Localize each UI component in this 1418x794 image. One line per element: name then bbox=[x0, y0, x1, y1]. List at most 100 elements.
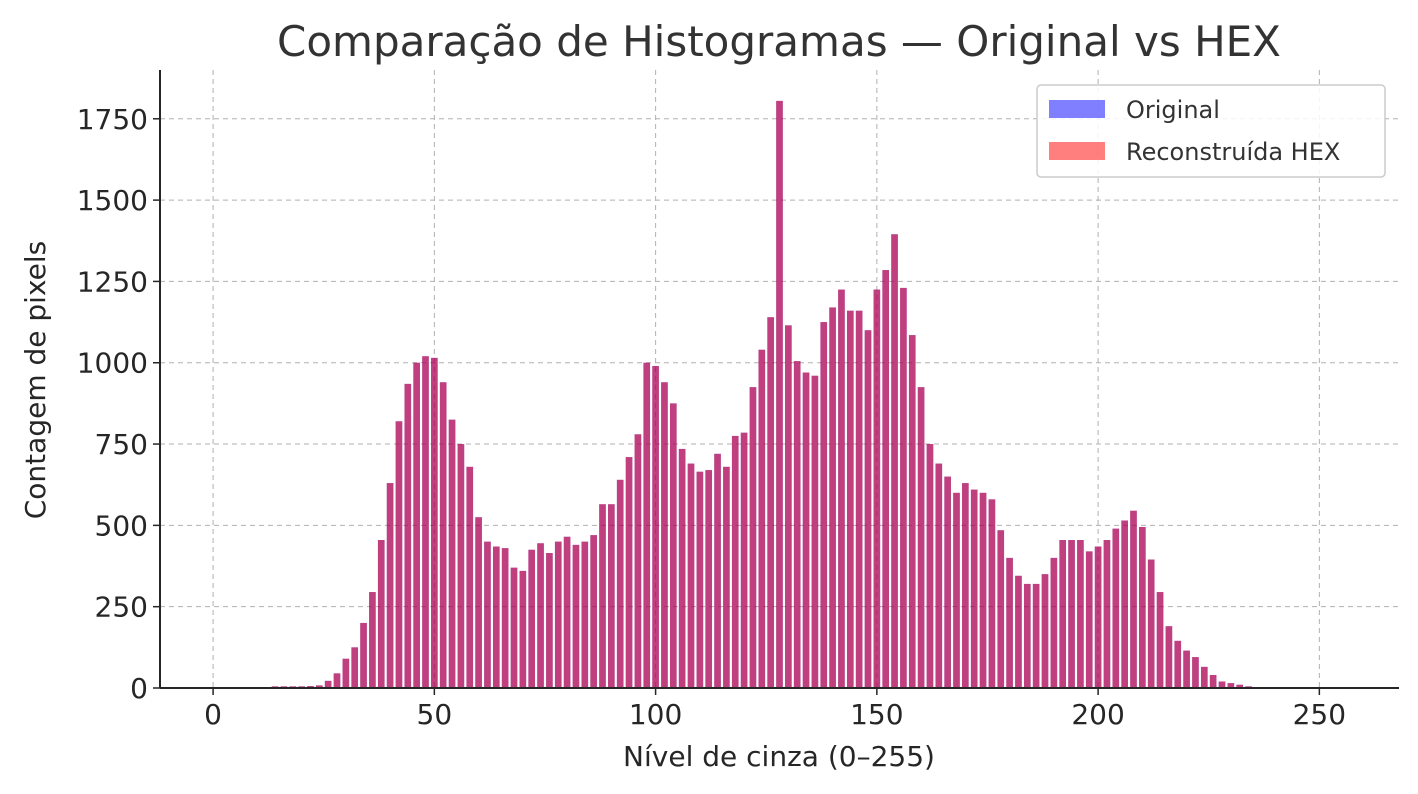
x-tick-label: 0 bbox=[204, 698, 222, 731]
histogram-bar bbox=[448, 419, 456, 688]
histogram-bar bbox=[1041, 574, 1049, 688]
histogram-bar bbox=[475, 517, 482, 688]
tick-labels: 0 50 100 150 200 250 0 250 500 750 1000 1250 1500 175… bbox=[77, 103, 1346, 731]
histogram-bar bbox=[962, 483, 969, 688]
histogram-bar bbox=[705, 470, 713, 688]
y-tick-label: 0 bbox=[130, 672, 148, 705]
histogram-bar bbox=[944, 476, 951, 688]
histogram-bar bbox=[661, 382, 668, 688]
histogram-bar bbox=[634, 434, 642, 688]
histogram-bar bbox=[1227, 683, 1235, 688]
y-tick-label: 750 bbox=[95, 428, 148, 461]
histogram-bar bbox=[908, 335, 916, 688]
histogram-bar bbox=[1130, 510, 1137, 688]
histogram-bar bbox=[1015, 575, 1022, 688]
histogram-bar bbox=[776, 100, 783, 688]
histogram-bar bbox=[360, 622, 367, 688]
histogram-bar bbox=[1077, 540, 1084, 688]
x-tick-label: 100 bbox=[629, 698, 682, 731]
histogram-bar bbox=[599, 504, 606, 688]
legend-label: Original bbox=[1126, 96, 1220, 124]
histogram-bar bbox=[758, 349, 766, 688]
histogram-bar bbox=[917, 387, 925, 688]
legend-swatch bbox=[1049, 100, 1105, 118]
histogram-bar bbox=[882, 270, 890, 688]
histogram-bar bbox=[324, 680, 332, 688]
histogram-bar bbox=[1139, 526, 1146, 688]
histogram-bar bbox=[900, 287, 907, 688]
y-tick-label: 1250 bbox=[77, 265, 148, 298]
histogram-bar bbox=[669, 403, 677, 688]
histogram-bar bbox=[546, 553, 553, 688]
histogram-bar bbox=[1183, 650, 1190, 688]
histogram-bar bbox=[315, 685, 323, 688]
histogram-bar bbox=[377, 540, 385, 688]
histogram-bar bbox=[855, 310, 863, 688]
x-tick-label: 200 bbox=[1071, 698, 1124, 731]
histogram-bar bbox=[1059, 540, 1067, 688]
legend-label: Reconstruída HEX bbox=[1126, 138, 1340, 166]
histogram-bar bbox=[422, 356, 429, 688]
histogram-bar bbox=[1094, 546, 1102, 688]
histogram-bar bbox=[554, 541, 562, 688]
x-tick-label: 50 bbox=[417, 698, 453, 731]
chart-title: Comparação de Histogramas — Original vs … bbox=[277, 17, 1281, 66]
histogram-bar bbox=[519, 570, 527, 688]
histogram-bar bbox=[785, 325, 792, 688]
histogram-bar bbox=[1165, 626, 1173, 688]
y-axis-label: Contagem de pixels bbox=[19, 241, 52, 520]
histogram-bar bbox=[351, 647, 359, 688]
histogram-bar bbox=[484, 541, 491, 688]
histogram-bar bbox=[970, 489, 978, 688]
x-tick-label: 150 bbox=[850, 698, 903, 731]
histogram-bar bbox=[1218, 681, 1226, 688]
legend-swatch bbox=[1049, 142, 1105, 160]
histogram-bar bbox=[838, 289, 845, 688]
histogram-bar bbox=[714, 453, 721, 688]
histogram-bar bbox=[563, 536, 571, 688]
histogram-bar bbox=[873, 289, 881, 688]
histogram-bar bbox=[616, 479, 624, 688]
histogram-bar bbox=[687, 463, 695, 688]
histogram-bar bbox=[466, 466, 474, 688]
histogram-bar bbox=[342, 658, 350, 688]
histogram-bar bbox=[581, 541, 589, 688]
histogram-bar bbox=[829, 307, 836, 688]
histogram-bar bbox=[1174, 640, 1182, 688]
y-tick-label: 1750 bbox=[77, 103, 148, 136]
histogram-bar bbox=[369, 592, 376, 688]
histogram-bar bbox=[528, 549, 536, 688]
histogram-bar bbox=[608, 504, 615, 688]
histogram-bar bbox=[723, 466, 730, 688]
histogram-bar bbox=[537, 543, 544, 688]
histogram-bar bbox=[439, 382, 447, 688]
histogram-bar bbox=[1006, 557, 1013, 688]
histogram-bar bbox=[395, 421, 403, 688]
histogram-bar bbox=[953, 492, 960, 688]
axes bbox=[153, 70, 1399, 695]
x-axis-label: Nível de cinza (0–255) bbox=[623, 740, 935, 773]
histogram-bar bbox=[643, 362, 651, 688]
histogram-bar bbox=[696, 471, 704, 688]
histogram-bar bbox=[652, 365, 659, 688]
histogram-bar bbox=[846, 310, 854, 688]
y-tick-label: 1000 bbox=[77, 347, 148, 380]
histogram-bar bbox=[404, 383, 412, 688]
histogram-bar bbox=[501, 548, 509, 688]
histogram-bar bbox=[678, 448, 686, 688]
histogram-bar bbox=[1121, 520, 1128, 688]
histogram-bar bbox=[988, 499, 996, 688]
histogram-bar bbox=[749, 387, 757, 688]
histogram-bar bbox=[802, 372, 810, 688]
histogram-bar bbox=[1156, 592, 1164, 688]
histogram-bar bbox=[1147, 559, 1155, 688]
histogram-bar bbox=[1192, 657, 1199, 688]
histogram-bar bbox=[935, 463, 943, 688]
histogram-bar bbox=[811, 375, 819, 688]
histogram-bar bbox=[864, 330, 872, 688]
histogram-bar bbox=[891, 234, 898, 689]
histogram-bar bbox=[1200, 666, 1208, 688]
histogram-bar bbox=[457, 444, 465, 688]
histogram-bar bbox=[413, 362, 420, 688]
